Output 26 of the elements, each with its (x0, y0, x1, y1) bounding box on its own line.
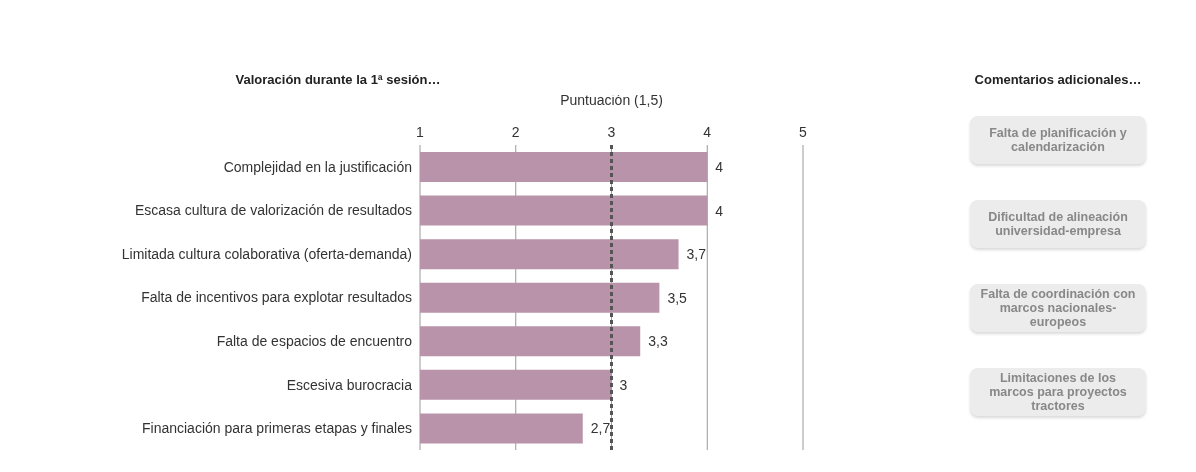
y-tick-label: Falta de espacios de encuentro (216, 333, 413, 350)
chart-title: Valoración durante la 1ª sesión… (234, 72, 442, 87)
x-tick-label: 3 (607, 124, 616, 140)
text: Comentarios adicionales… (973, 72, 1143, 87)
data-label: 4 (715, 159, 724, 175)
data-label: 3,3 (648, 333, 668, 350)
x-tick-label: 4 (703, 124, 712, 140)
data-label: 3 (619, 376, 628, 393)
text: Falta de coordinación con marcos nacionales-europeos (970, 284, 1146, 332)
y-tick-label: Falta de incentivos para explotar resultados (141, 289, 412, 306)
y-tick-label: Complejidad en la justificación (223, 158, 412, 175)
text: Limitaciones de los marcos para proyectos tractores (970, 368, 1146, 416)
text: Falta de planificación y calendarización (970, 116, 1146, 164)
x-tick-label: 1 (416, 124, 425, 140)
y-tick-label: Escesiva burocracia (286, 376, 413, 393)
x-tick-label: 2 (511, 124, 520, 140)
x-axis-title: Puntuación (1,5) (560, 91, 663, 108)
y-tick-label: Financiación para primeras etapas y finales (141, 420, 412, 437)
text: Dificultad de alineación universidad-empresa (970, 200, 1146, 248)
y-tick-label: Limitada cultura colaborativa (oferta-demanda) (121, 245, 412, 262)
data-label: 3,7 (686, 246, 707, 263)
y-tick-label: Escasa cultura de valorización de resultados (134, 202, 412, 219)
x-tick-label: 5 (799, 124, 808, 140)
data-label: 4 (715, 202, 724, 219)
data-label: 3,5 (667, 289, 688, 306)
data-label: 2,7 (590, 420, 611, 437)
